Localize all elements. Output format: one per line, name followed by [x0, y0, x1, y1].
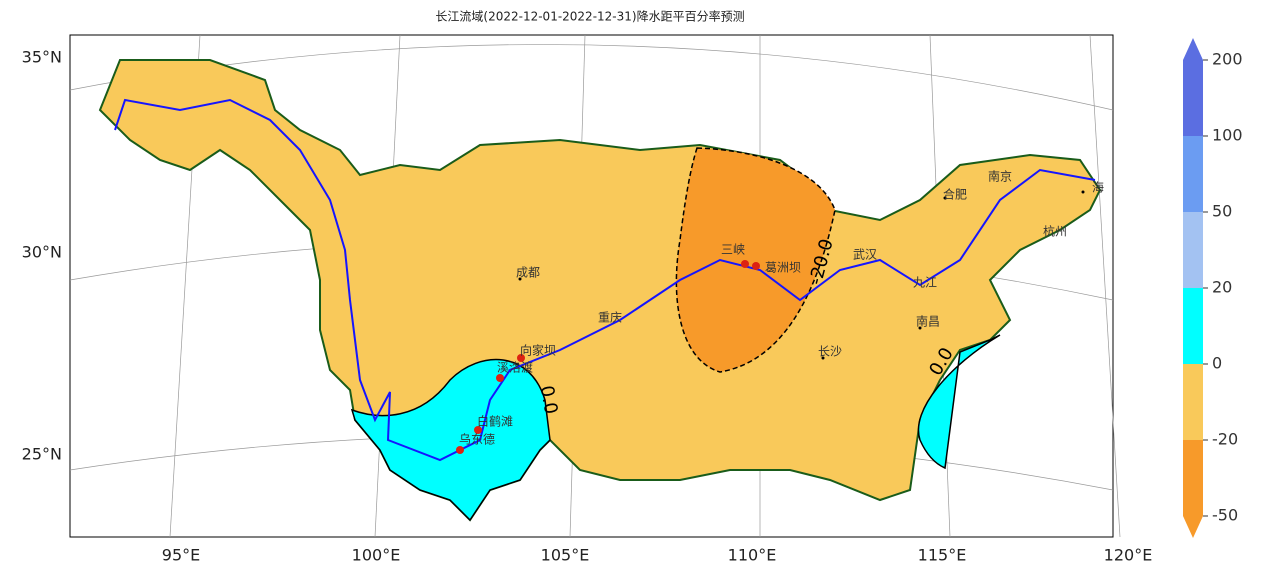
colorbar-tick-label: 50: [1212, 202, 1232, 221]
place-label: 合肥: [943, 187, 967, 202]
lon-tick-label: 120°E: [1104, 546, 1153, 565]
color-segment: [1183, 288, 1203, 364]
place-marker: [474, 426, 482, 434]
colorbar-tick-label: -20: [1212, 430, 1238, 449]
anomaly-region: [675, 147, 836, 373]
lon-tick-label: 110°E: [728, 546, 777, 565]
place-label: 南京: [988, 169, 1012, 184]
place-marker: [918, 326, 922, 330]
place-label: 南昌: [916, 314, 940, 329]
color-segment: [1183, 212, 1203, 288]
lon-tick-label: 95°E: [162, 546, 200, 565]
colorbar-tick-label: 200: [1212, 50, 1243, 69]
place-label: 成都: [516, 266, 540, 280]
basin: [98, 59, 1102, 522]
anomaly-region: [350, 358, 551, 522]
place-marker: [943, 196, 947, 200]
place-label: 乌东德: [459, 432, 495, 447]
river: [114, 98, 1096, 462]
anomaly-region: [917, 334, 1001, 470]
place-marker: [1081, 190, 1085, 194]
colorbar-tick-label: 100: [1212, 126, 1243, 145]
color-extension: [1183, 516, 1203, 538]
lat-tick-label: 25°N: [22, 445, 62, 464]
lon-tick-label: 115°E: [918, 546, 967, 565]
place-label: 长沙: [818, 345, 842, 359]
place-label: 三峡: [721, 243, 745, 257]
place-label: 海: [1092, 180, 1104, 195]
color-segment: [1183, 136, 1203, 212]
place-label: 重庆: [598, 311, 622, 325]
colorbar-tick-label: -50: [1212, 506, 1238, 525]
place-label: 葛洲坝: [765, 261, 801, 275]
place-marker: [496, 374, 504, 382]
place-marker: [821, 356, 825, 360]
lon-tick-label: 105°E: [541, 546, 590, 565]
axes: 95°E 100°E 105°E 110°E 115°E 120°E 35°N 30°N 25°…: [22, 48, 1153, 565]
place-label: 杭州: [1043, 224, 1067, 239]
place-marker: [741, 260, 749, 268]
colorbar-tick-label: 0: [1212, 354, 1222, 373]
contour-label: 0.0: [536, 384, 562, 416]
lat-tick-label: 30°N: [22, 243, 62, 262]
place-label: 溪洛渡: [497, 360, 533, 375]
color-segment: [1183, 60, 1203, 136]
place-marker: [752, 262, 760, 270]
place-marker: [518, 277, 522, 281]
color-segment: [1183, 364, 1203, 440]
lat-tick-label: 35°N: [22, 48, 62, 67]
place-label: 武汉: [853, 248, 877, 262]
color-extension: [1183, 38, 1203, 60]
place-label: 白鹤滩: [477, 414, 513, 429]
map-title: 长江流域(2022-12-01-2022-12-31)降水距平百分率预测: [435, 9, 744, 24]
place-marker: [456, 446, 464, 454]
colorbar-tick-label: 20: [1212, 278, 1232, 297]
place-marker: [517, 354, 525, 362]
lon-tick-label: 100°E: [352, 546, 401, 565]
place-label: 向家坝: [520, 343, 556, 358]
place-label: 九江: [913, 276, 937, 290]
color-segment: [1183, 440, 1203, 516]
